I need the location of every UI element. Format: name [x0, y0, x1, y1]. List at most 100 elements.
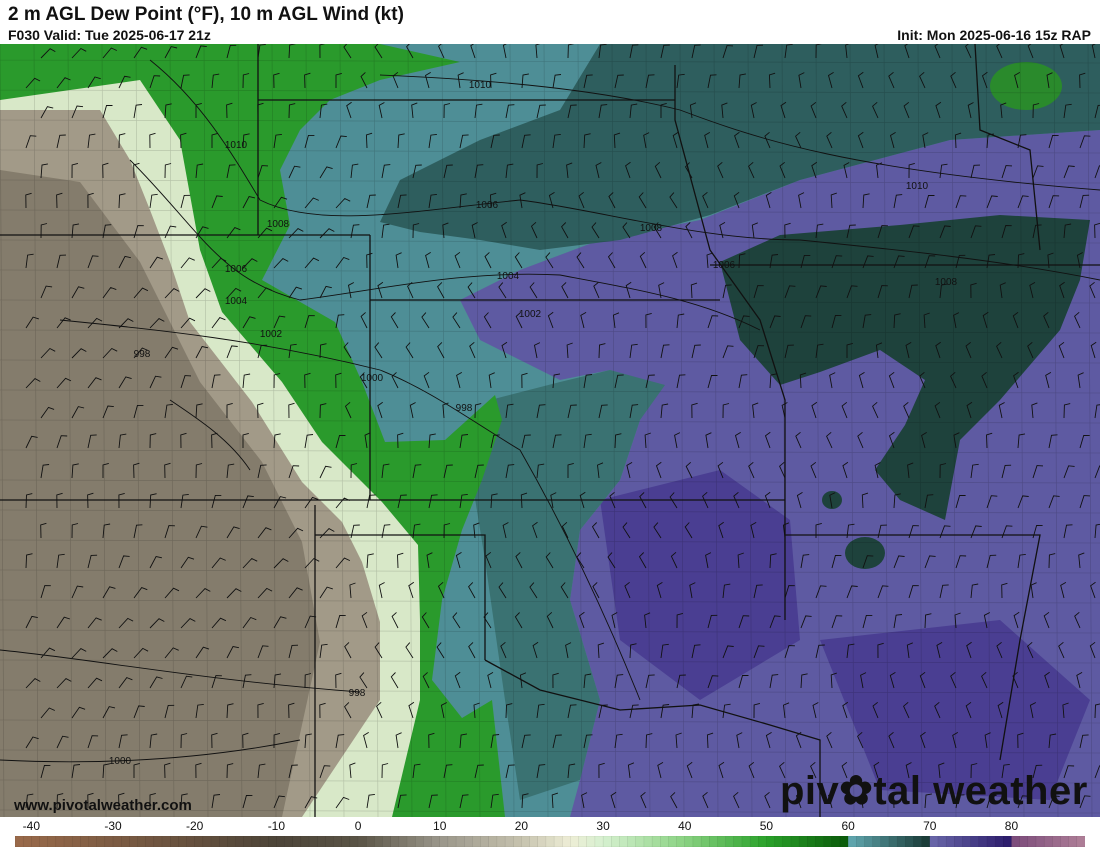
website-label: www.pivotalweather.com: [14, 797, 192, 814]
colorbar-swatch: [798, 836, 808, 847]
map-title: 2 m AGL Dew Point (°F), 10 m AGL Wind (k…: [8, 4, 404, 25]
weather-map[interactable]: 1010 1010 1008 1006 1004 1002 998 1000 998 1006 10…: [0, 44, 1100, 817]
colorbar-swatch: [676, 836, 686, 847]
colorbar-swatch: [978, 836, 988, 847]
colorbar-swatch: [423, 836, 433, 847]
colorbar-swatch: [668, 836, 678, 847]
colorbar-tick-label: -20: [186, 819, 204, 833]
colorbar-swatch: [415, 836, 424, 847]
colorbar-swatch: [202, 836, 212, 847]
colorbar-swatch: [406, 836, 416, 847]
brand-logo: piv✿tal weather: [780, 768, 1088, 814]
colorbar-swatch: [945, 836, 955, 847]
colorbar-swatch: [366, 836, 375, 847]
colorbar-swatch: [709, 836, 718, 847]
colorbar-tick-label: 30: [596, 819, 610, 833]
colorbar-swatch: [513, 836, 522, 847]
isobar-label: 998: [349, 688, 366, 699]
colorbar-swatch: [905, 836, 914, 847]
colorbar-swatch: [447, 836, 457, 847]
county-lines: [0, 44, 1100, 817]
colorbar-tick-label: 40: [678, 819, 692, 833]
colorbar-swatch: [357, 836, 367, 847]
colorbar-swatch: [251, 836, 261, 847]
colorbar-swatch: [80, 836, 90, 847]
colorbar-swatch: [619, 836, 629, 847]
colorbar-swatch: [1052, 836, 1061, 847]
field-gray-brown: [0, 170, 320, 817]
colorbar-swatch: [480, 836, 490, 847]
colorbar-swatch: [831, 836, 841, 847]
field-dark-teal-blob: [822, 491, 842, 509]
colorbar-swatch: [896, 836, 906, 847]
colorbar-tick-label: -40: [22, 819, 40, 833]
colorbar-swatch: [120, 836, 130, 847]
isobar-label: 1006: [713, 260, 736, 271]
isobar-label: 1006: [225, 264, 248, 275]
colorbar-swatch: [839, 836, 849, 847]
colorbar-swatch: [970, 836, 980, 847]
colorbar-tick-label: 0: [354, 819, 362, 833]
colorbar-swatch: [382, 836, 392, 847]
colorbar-swatch: [39, 836, 49, 847]
colorbar-swatch: [472, 836, 482, 847]
isobar-label: 1008: [640, 223, 663, 234]
colorbar-swatch: [1035, 836, 1045, 847]
colorbar-swatch: [962, 836, 972, 847]
colorbar-swatch: [300, 836, 310, 847]
isobar-label: 1000: [361, 373, 384, 384]
colorbar-swatch: [276, 836, 286, 847]
colorbar-swatch: [317, 836, 326, 847]
colorbar-swatch: [1076, 836, 1085, 847]
colorbar-swatch: [464, 836, 473, 847]
colorbar-swatch: [529, 836, 539, 847]
colorbar-swatch: [651, 836, 661, 847]
gear-icon: ✿: [839, 769, 874, 813]
colorbar-swatch: [766, 836, 776, 847]
isobar-label: 1006: [476, 200, 499, 211]
colorbar-swatch: [692, 836, 702, 847]
colorbar-swatch: [643, 836, 653, 847]
colorbar-swatch: [1043, 836, 1053, 847]
colorbar: [15, 836, 1085, 847]
colorbar-swatch: [308, 836, 318, 847]
colorbar-swatch: [594, 836, 604, 847]
colorbar-swatch: [586, 836, 596, 847]
colorbar-swatch: [504, 836, 514, 847]
colorbar-swatch: [186, 836, 196, 847]
colorbar-swatch: [439, 836, 449, 847]
colorbar-tick-label: -10: [267, 819, 286, 833]
colorbar-swatch: [815, 836, 825, 847]
colorbar-swatch: [758, 836, 767, 847]
wind-barbs: [25, 44, 1100, 809]
isobars: [0, 59, 1100, 763]
colorbar-tick-label: 70: [923, 819, 937, 833]
colorbar-swatch: [178, 836, 188, 847]
colorbar-swatch: [88, 836, 98, 847]
colorbar-swatch: [660, 836, 669, 847]
colorbar-swatch: [268, 836, 277, 847]
colorbar-swatch: [194, 836, 204, 847]
colorbar-swatch: [864, 836, 874, 847]
colorbar-swatch: [1011, 836, 1021, 847]
colorbar-swatch: [292, 836, 302, 847]
isobar-label: 1002: [519, 309, 542, 320]
colorbar-swatch: [496, 836, 506, 847]
colorbar-swatch: [913, 836, 923, 847]
field-deep-purple: [600, 470, 1090, 800]
isobar-label: 1010: [225, 140, 248, 151]
isobar-label: 1004: [497, 271, 520, 282]
isobar-label: 1004: [225, 296, 248, 307]
init-time: Init: Mon 2025-06-16 15z RAP: [897, 27, 1091, 43]
colorbar-swatch: [562, 836, 571, 847]
colorbar-swatch: [161, 836, 171, 847]
isobar-label: 1008: [267, 219, 290, 230]
brand-text: piv: [780, 769, 840, 813]
colorbar-swatch: [169, 836, 179, 847]
colorbar-swatch: [611, 836, 620, 847]
colorbar-swatch: [455, 836, 465, 847]
colorbar-swatch: [1003, 836, 1012, 847]
colorbar-swatch: [104, 836, 114, 847]
colorbar-swatch: [227, 836, 237, 847]
colorbar-swatch: [733, 836, 743, 847]
